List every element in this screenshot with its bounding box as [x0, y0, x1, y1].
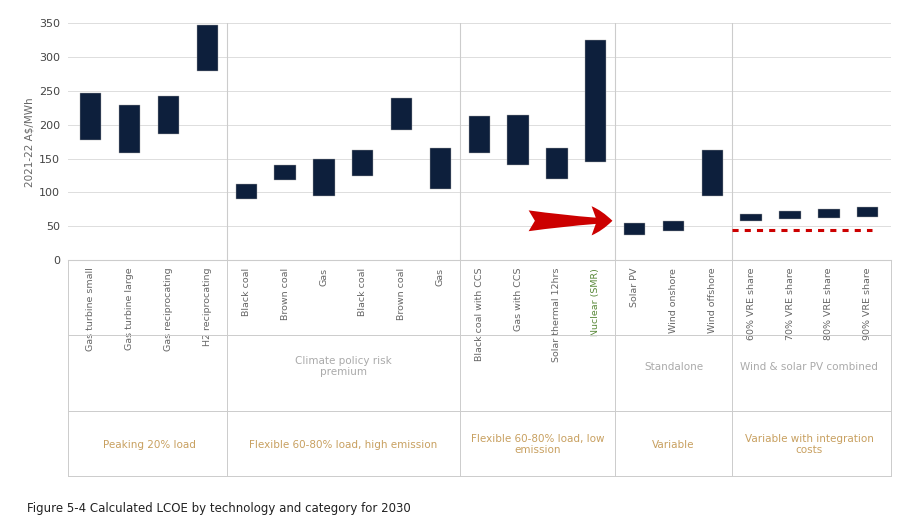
Bar: [469, 116, 490, 153]
Bar: [80, 93, 102, 140]
Text: Standalone: Standalone: [644, 361, 703, 372]
Text: Flexible 60-80% load, low
emission: Flexible 60-80% load, low emission: [471, 434, 604, 456]
Bar: [429, 149, 451, 189]
Bar: [662, 222, 684, 231]
Bar: [391, 98, 412, 129]
Text: Wind & solar PV combined: Wind & solar PV combined: [741, 361, 878, 372]
Bar: [702, 150, 723, 196]
Text: Flexible 60-80% load, high emission: Flexible 60-80% load, high emission: [249, 439, 437, 450]
Text: Climate policy risk
premium: Climate policy risk premium: [295, 356, 392, 378]
Bar: [857, 207, 878, 217]
Bar: [741, 214, 761, 222]
Text: Figure 5-4 Calculated LCOE by technology and category for 2030: Figure 5-4 Calculated LCOE by technology…: [27, 502, 410, 515]
Bar: [158, 96, 179, 134]
Text: Variable: Variable: [652, 439, 695, 450]
Bar: [508, 115, 529, 165]
Y-axis label: 2021-22 A$/MWh: 2021-22 A$/MWh: [24, 97, 34, 187]
Bar: [818, 209, 840, 218]
Text: Variable with integration
costs: Variable with integration costs: [745, 434, 874, 456]
Bar: [546, 149, 568, 179]
Bar: [274, 165, 296, 180]
Bar: [119, 105, 140, 153]
Bar: [779, 211, 801, 219]
Text: Peaking 20% load: Peaking 20% load: [103, 439, 195, 450]
Bar: [313, 159, 335, 196]
Bar: [197, 25, 218, 71]
Bar: [624, 223, 645, 235]
Bar: [585, 41, 607, 162]
Bar: [352, 150, 374, 175]
Bar: [236, 184, 256, 199]
